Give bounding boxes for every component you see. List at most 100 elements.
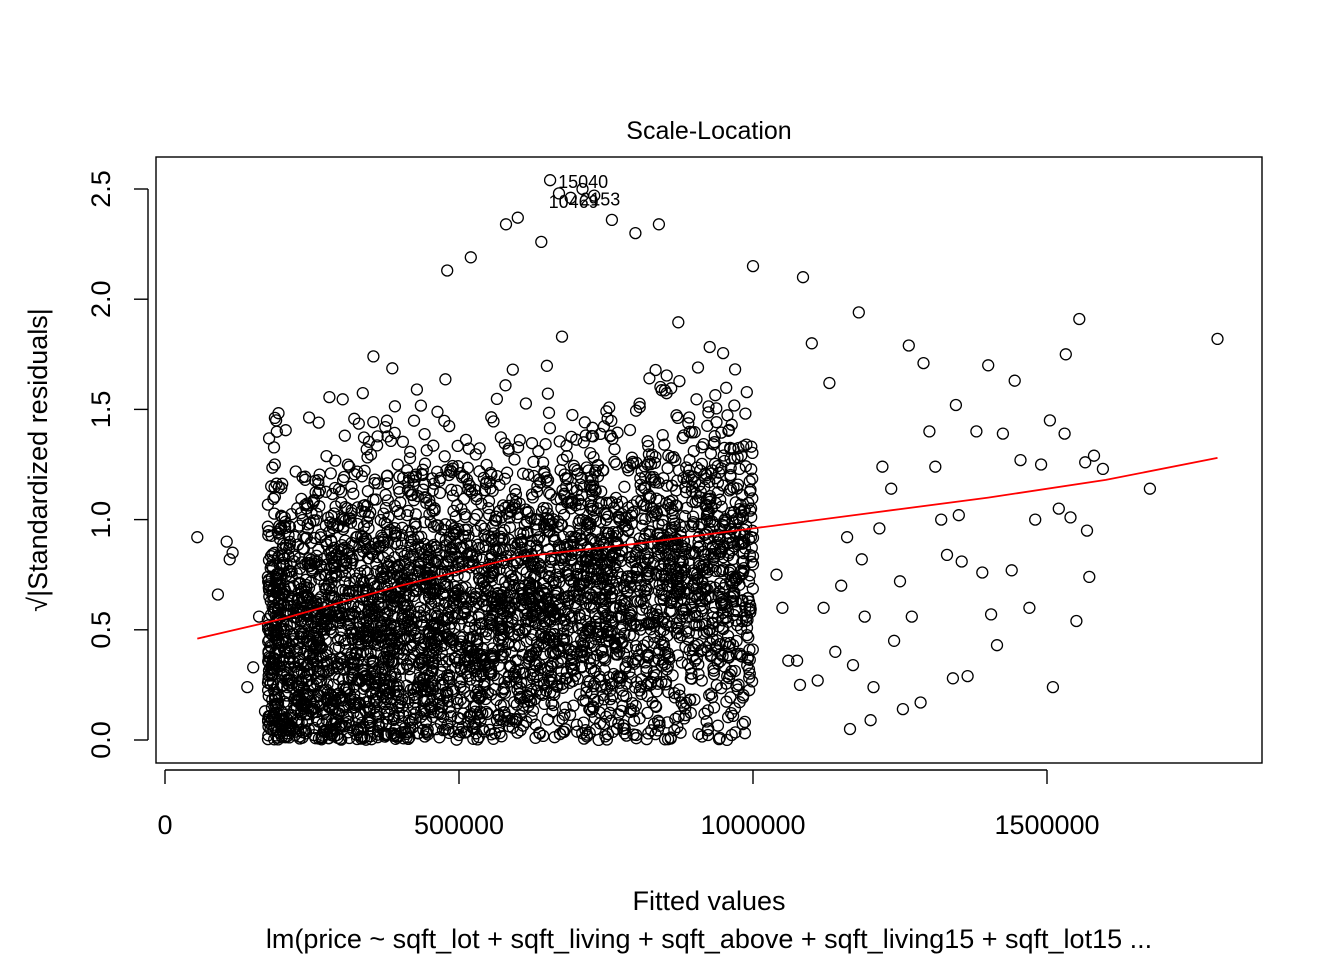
data-point [843, 722, 857, 736]
data-point [630, 618, 643, 632]
data-point [817, 601, 830, 614]
data-point [668, 724, 681, 737]
y-tick-label: 0.5 [86, 611, 116, 649]
data-point [718, 441, 731, 455]
data-point [708, 430, 721, 443]
data-point [352, 417, 365, 430]
data-point [329, 689, 342, 702]
data-point [344, 512, 357, 525]
data-point [439, 686, 452, 699]
data-point [359, 733, 373, 746]
data-point [647, 470, 660, 484]
data-point [413, 671, 426, 684]
data-point [553, 640, 566, 653]
data-point [381, 477, 394, 490]
y-tick-label: 2.5 [86, 170, 116, 208]
data-point [616, 619, 629, 632]
data-point [409, 695, 422, 709]
data-point [707, 667, 721, 681]
data-point [270, 572, 284, 585]
data-point [576, 182, 589, 196]
data-point [305, 506, 318, 519]
data-point [717, 581, 730, 595]
data-point [440, 464, 453, 477]
data-point [584, 495, 598, 508]
data-point [646, 696, 659, 709]
data-point [641, 435, 654, 448]
data-point [586, 700, 600, 713]
data-point [594, 673, 607, 686]
data-point [498, 706, 511, 719]
data-point [710, 402, 723, 415]
data-point [873, 522, 886, 535]
data-point [280, 689, 293, 702]
data-point [302, 411, 316, 424]
data-point [588, 189, 601, 202]
data-point [657, 472, 670, 485]
data-point [431, 465, 444, 478]
data-point [301, 557, 314, 570]
data-point [656, 518, 669, 532]
data-point [914, 696, 927, 709]
data-point [377, 678, 391, 692]
data-point [515, 541, 528, 555]
data-point [471, 733, 484, 746]
data-point [298, 697, 311, 710]
data-point [724, 482, 737, 496]
data-point [543, 421, 557, 435]
data-point [949, 398, 963, 412]
data-point [729, 595, 742, 608]
data-point [600, 563, 614, 576]
data-point [701, 724, 714, 737]
data-point [451, 696, 464, 710]
data-point [366, 590, 380, 604]
data-point [579, 553, 592, 566]
data-point [432, 688, 445, 701]
data-point [592, 496, 606, 509]
data-point [432, 706, 445, 720]
data-point [520, 566, 533, 579]
data-point [315, 667, 328, 681]
data-point [544, 646, 557, 659]
data-point [707, 438, 720, 451]
data-point [658, 438, 671, 451]
data-point [388, 529, 401, 542]
data-point [353, 548, 366, 562]
data-point [737, 564, 750, 577]
data-point [613, 676, 626, 689]
data-point [434, 471, 447, 485]
data-point [513, 681, 526, 694]
data-point [278, 695, 291, 708]
data-point [478, 725, 491, 738]
data-point [688, 693, 701, 706]
data-point [409, 627, 422, 640]
data-point [337, 520, 350, 533]
data-point [527, 455, 540, 469]
data-point [268, 507, 281, 520]
data-point [738, 715, 752, 729]
data-point [728, 363, 742, 376]
data-point [722, 424, 735, 437]
data-point [407, 708, 421, 721]
data-point [671, 411, 685, 425]
data-point [610, 458, 623, 471]
data-point [510, 698, 523, 711]
data-point [393, 507, 406, 521]
data-point [540, 471, 553, 484]
data-point [333, 719, 346, 732]
data-point [615, 704, 628, 718]
data-point [648, 476, 662, 489]
data-point [743, 671, 756, 684]
data-point [902, 339, 915, 352]
data-point [356, 386, 369, 400]
data-point [699, 467, 712, 480]
data-point [730, 604, 743, 618]
data-point [535, 590, 548, 604]
data-point [414, 399, 428, 412]
data-point [725, 728, 738, 742]
data-point [301, 714, 314, 728]
data-point [385, 727, 398, 740]
data-point [466, 554, 480, 568]
